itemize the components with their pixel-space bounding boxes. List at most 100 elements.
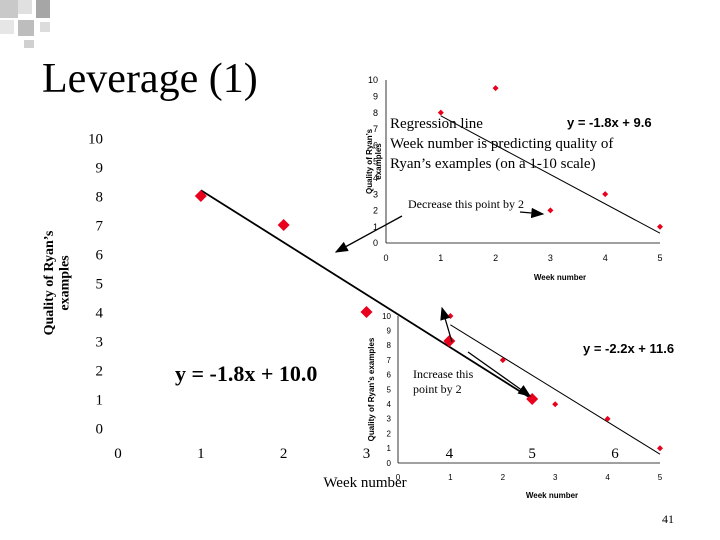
data-point (360, 306, 373, 318)
y-tick-label: 8 (96, 189, 104, 205)
regression-line (200, 189, 533, 400)
y-tick-label: 10 (88, 131, 103, 147)
y-tick-label: 0 (96, 421, 104, 437)
y-tick-label: 8 (373, 108, 378, 118)
data-point (657, 223, 663, 230)
arrow-to-increase-point (440, 306, 453, 343)
y-axis-label: Quality of Ryan’sexamples (365, 128, 383, 194)
x-tick-label: 0 (396, 473, 401, 482)
y-tick-label: 4 (373, 173, 378, 183)
data-point (443, 335, 456, 347)
data-point (194, 190, 207, 202)
x-tick-label: 3 (553, 473, 558, 482)
data-point (547, 207, 554, 214)
data-point (602, 191, 609, 198)
x-axis-label: Week number (526, 491, 578, 500)
decor-square (24, 40, 34, 48)
page-number: 41 (662, 512, 674, 526)
x-tick-label: 0 (114, 446, 122, 462)
y-tick-label: 3 (373, 189, 378, 199)
data-point (447, 313, 454, 319)
decor-square (0, 0, 18, 18)
y-tick-label: 7 (387, 356, 392, 365)
y-tick-label: 10 (382, 312, 391, 321)
y-axis-label-line: examples (58, 255, 73, 311)
x-tick-label: 5 (528, 446, 536, 462)
y-tick-label: 0 (373, 238, 378, 248)
y-tick-label: 5 (96, 276, 104, 292)
y-axis-label-line: Quality of Ryan’s (365, 128, 374, 194)
data-point (437, 109, 444, 116)
x-tick-label: 0 (383, 253, 388, 263)
decor-square (36, 0, 50, 18)
x-tick-label: 5 (658, 473, 663, 482)
y-tick-label: 4 (387, 400, 392, 409)
x-tick-label: 5 (657, 253, 662, 263)
data-point (552, 401, 559, 408)
y-tick-label: 6 (387, 371, 392, 380)
y-tick-label: 2 (96, 363, 104, 379)
x-tick-label: 4 (446, 446, 454, 462)
data-point (604, 415, 611, 422)
top-right-chart: 0 1 2 3 4 5 6 7 8 9 10 0 1 2 3 4 5 Week number Quality of … (365, 75, 663, 282)
y-tick-label: 3 (96, 334, 104, 350)
y-tick-label: 1 (373, 222, 378, 232)
x-axis-label: Week number (323, 475, 406, 491)
y-tick-label: 2 (373, 206, 378, 216)
data-point (277, 219, 290, 231)
decor-square (40, 22, 50, 32)
y-axis-label-line: Quality of Ryan’s (42, 230, 57, 335)
regression-equation: y = -1.8x + 10.0 (175, 361, 317, 386)
y-tick-label: 2 (387, 429, 392, 438)
y-tick-label: 1 (387, 444, 392, 453)
x-tick-label: 2 (493, 253, 498, 263)
y-tick-label: 7 (373, 124, 378, 134)
x-tick-label: 2 (501, 473, 506, 482)
y-tick-label: 6 (373, 140, 378, 150)
decor-square (0, 20, 14, 34)
regression-line (450, 324, 661, 455)
y-axis-label: Quality of Ryan’s examples (367, 337, 376, 441)
y-tick-label: 1 (96, 392, 104, 408)
y-tick-label: 0 (387, 459, 392, 468)
y-tick-label: 5 (373, 157, 378, 167)
y-tick-label: 9 (387, 327, 392, 336)
bottom-right-chart: 0 1 2 3 4 5 6 7 8 9 10 0 1 2 3 4 5 Week number Quality of … (367, 312, 674, 500)
x-axis-label: Week number (534, 273, 586, 282)
y-tick-label: 6 (96, 247, 104, 263)
data-point (657, 445, 663, 452)
x-tick-label: 1 (438, 253, 443, 263)
arrow-to-main-chart (334, 215, 403, 253)
decor-square (18, 0, 32, 14)
x-tick-label: 3 (548, 253, 553, 263)
regression-note-line3: Ryan’s examples (on a 1-10 scale) (390, 156, 596, 172)
y-tick-label: 4 (96, 305, 104, 321)
regression-equation: y = -1.8x + 9.6 (567, 115, 652, 130)
y-tick-label: 3 (387, 415, 392, 424)
x-tick-label: 3 (363, 446, 371, 462)
data-point (499, 357, 506, 364)
y-tick-label: 5 (387, 385, 392, 394)
y-tick-label: 9 (373, 91, 378, 101)
y-tick-label: 9 (96, 160, 104, 176)
x-tick-label: 6 (611, 446, 619, 462)
x-tick-label: 2 (280, 446, 288, 462)
x-tick-label: 4 (605, 473, 610, 482)
slide-title: Leverage (1) (42, 56, 258, 102)
data-point (492, 85, 499, 92)
x-tick-label: 1 (448, 473, 453, 482)
x-tick-label: 1 (197, 446, 205, 462)
regression-note-line2: Week number is predicting quality of (390, 136, 613, 152)
decor-square (18, 20, 34, 36)
y-tick-label: 8 (387, 341, 392, 350)
regression-line (440, 115, 661, 234)
y-tick-label: 7 (96, 218, 104, 234)
arrow-increase-to-main (467, 351, 532, 397)
y-axis-label: Quality of Ryan’sexamples (42, 230, 72, 335)
arrow-to-decrease-point (519, 207, 545, 219)
increase-note-line2: point by 2 (413, 382, 462, 396)
y-tick-label: 10 (368, 75, 378, 85)
y-axis-label-line: examples (374, 143, 383, 180)
